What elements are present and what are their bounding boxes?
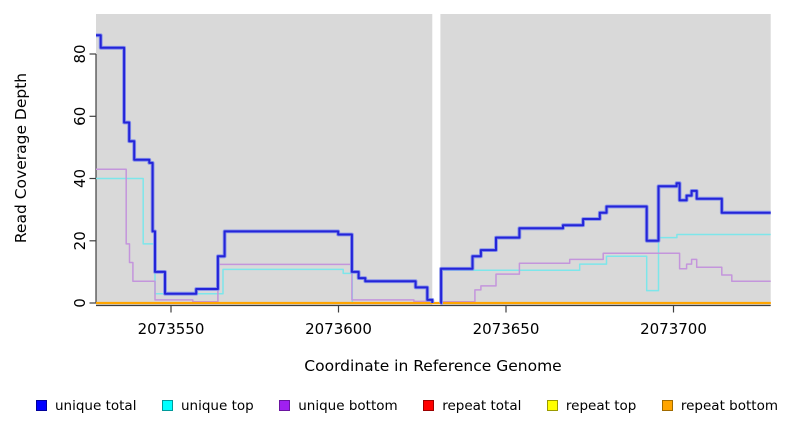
x-tick-label: 2073650 [473,320,540,338]
y-tick-label: 80 [71,44,89,63]
series-unique-bottom [440,252,771,303]
series-unique-bottom [96,168,434,303]
legend-label-repeat-top: repeat top [565,397,637,414]
plot-background-right [440,14,771,306]
coverage-plot: 2073550 2073600 2073650 2073700 0 20 40 60 80 Re… [12,14,771,375]
legend-item-repeat-top: repeat top [546,397,637,414]
legend-swatch-unique-total [36,400,47,411]
y-tick-label: 40 [71,169,89,188]
legend-swatch-repeat-total [423,400,435,411]
x-tick-label: 2073550 [138,320,205,338]
legend-item-repeat-bottom: repeat bottom [661,397,778,414]
series-unique-total [96,34,434,303]
series-unique-total [440,182,771,304]
plot-layers: 2073550 2073600 2073650 2073700 0 20 40 60 80 [71,14,771,338]
legend-item-unique-bottom: unique bottom [279,397,398,414]
legend-label-unique-top: unique top [181,397,254,414]
legend-swatch-repeat-bottom [661,400,673,411]
legend-item-repeat-total: repeat total [423,398,521,414]
legend: unique total unique top unique bottom repea… [0,385,792,432]
legend-label-repeat-bottom: repeat bottom [680,397,778,414]
legend-item-unique-total: unique total [36,398,136,414]
legend-item-unique-top: unique top [162,398,254,414]
y-tick-label: 0 [71,298,89,308]
legend-label-unique-bottom: unique bottom [298,397,398,414]
x-axis-title: Coordinate in Reference Genome [304,357,561,375]
y-tick-label: 20 [71,231,89,250]
legend-swatch-unique-bottom [279,400,291,411]
legend-swatch-unique-top [162,400,173,411]
x-tick-label: 2073700 [640,320,707,338]
legend-swatch-repeat-top [546,400,558,411]
x-tick-label: 2073600 [305,320,372,338]
legend-label-unique-total: unique total [55,397,137,414]
legend-label-repeat-total: repeat total [442,397,522,414]
series-unique-top [440,233,771,292]
y-tick-label: 60 [71,107,89,126]
y-axis-title: Read Coverage Depth [12,73,30,243]
plot-background-left [96,14,433,306]
